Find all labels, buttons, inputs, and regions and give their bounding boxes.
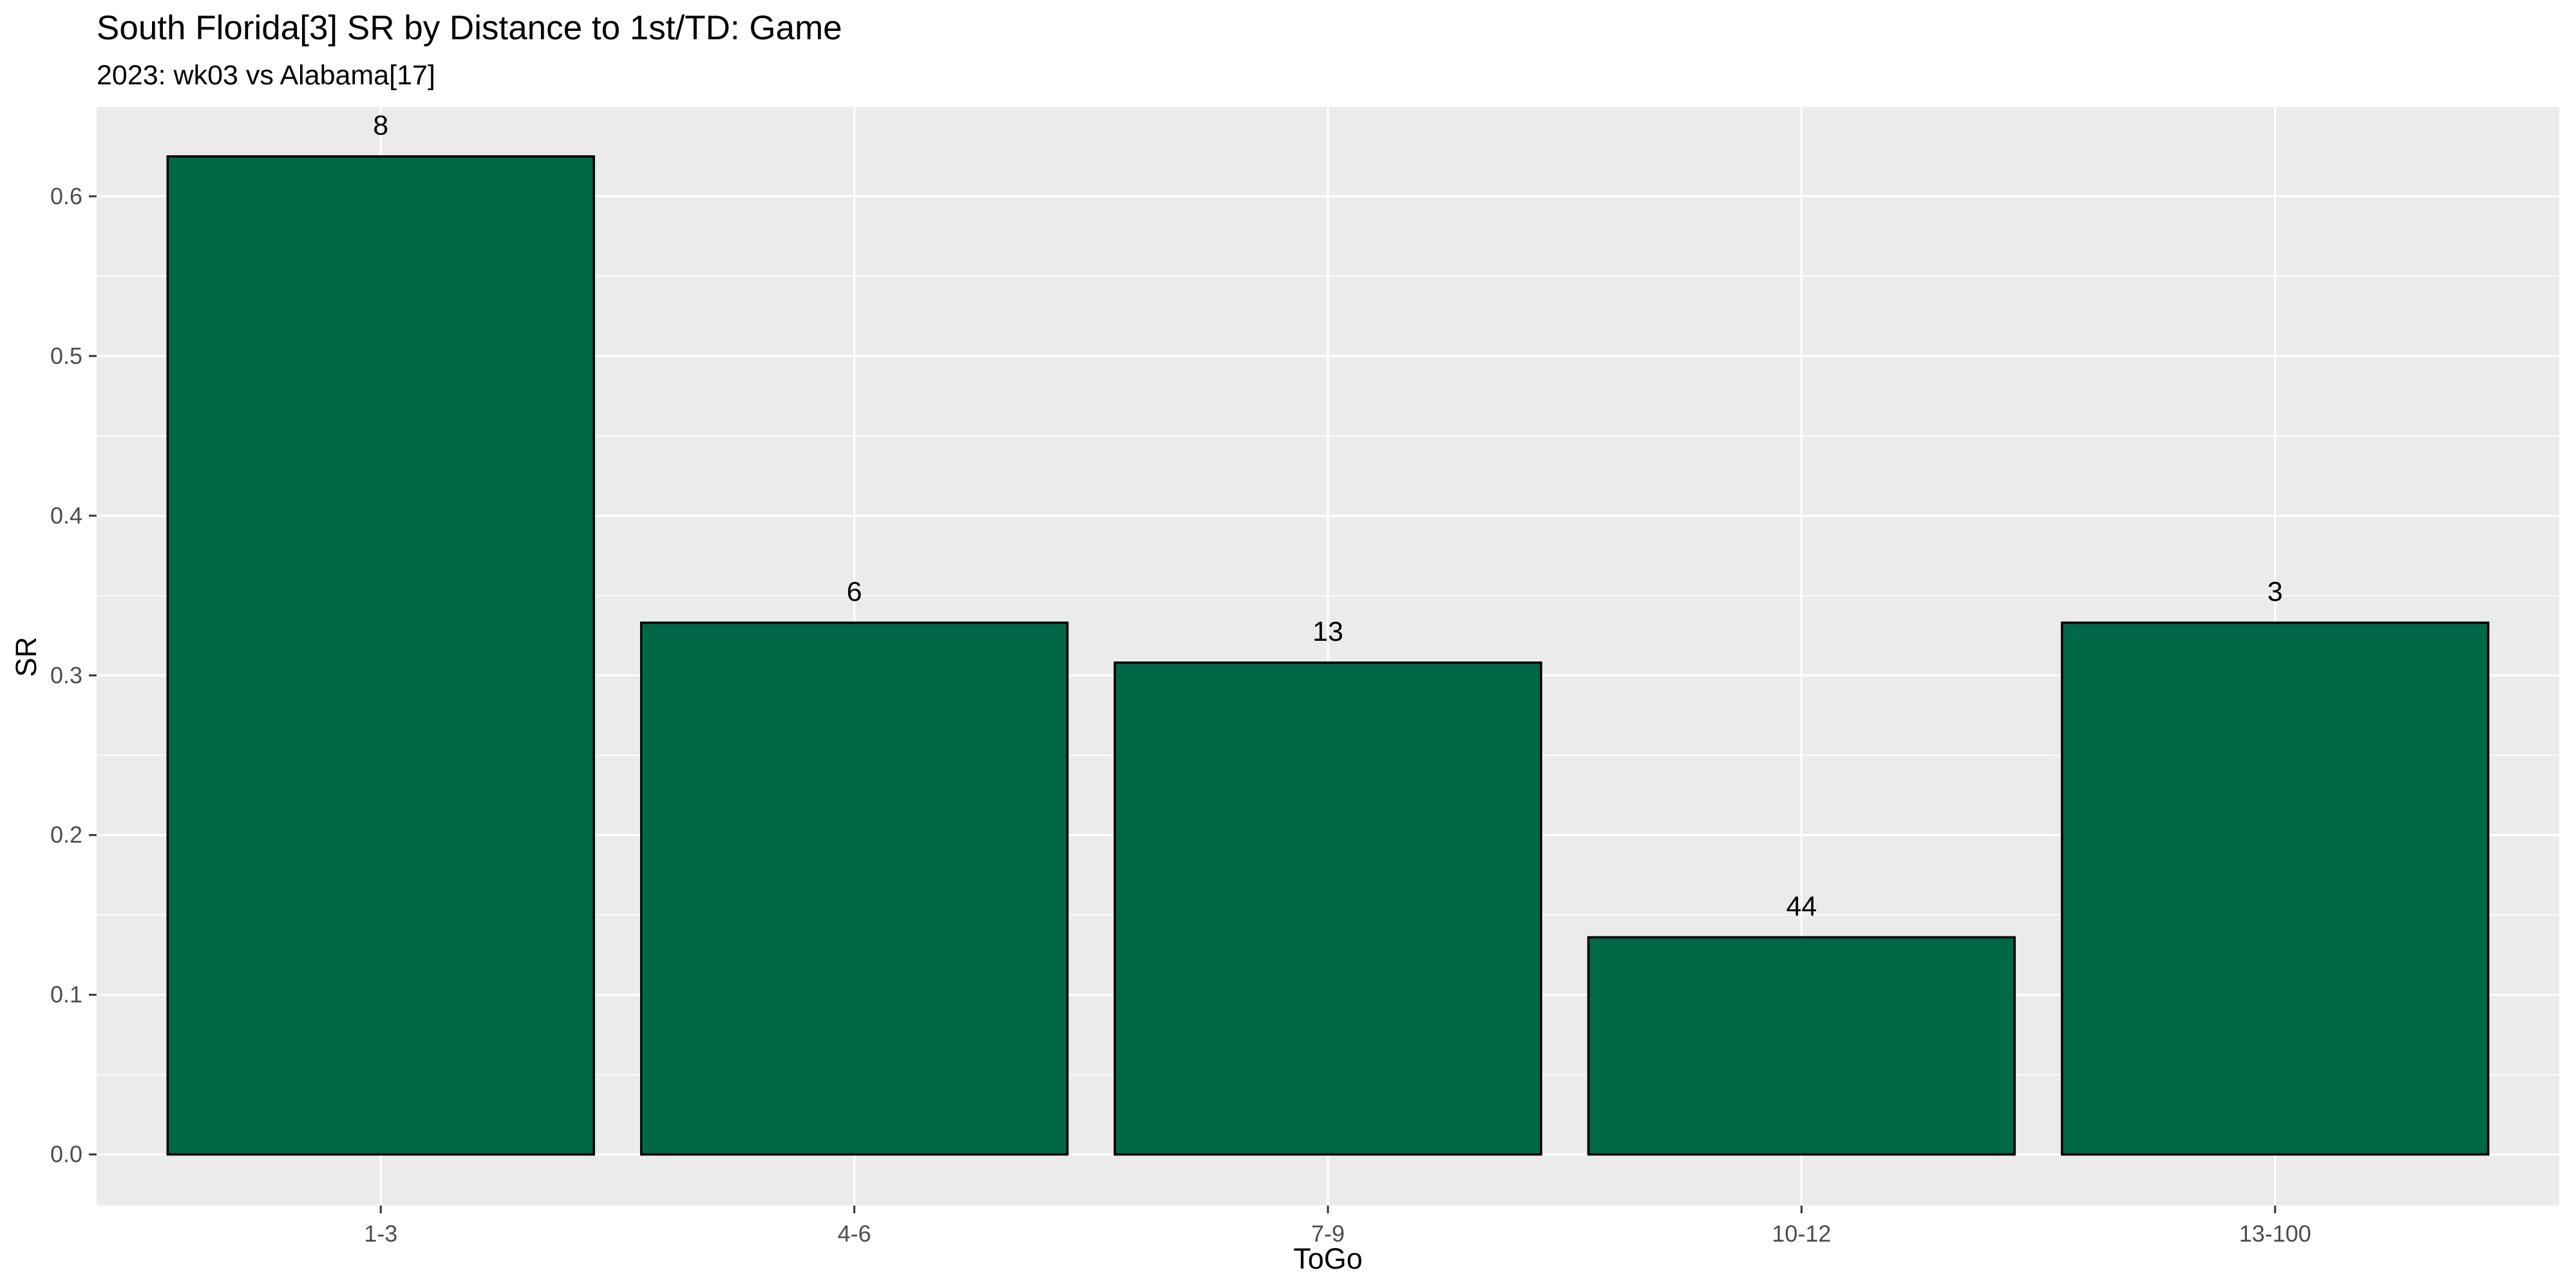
data-label-4-6: 6	[847, 576, 862, 607]
x-tick-label: 13-100	[2239, 1220, 2311, 1247]
y-tick-label: 0.0	[50, 1141, 82, 1168]
bar-13-100	[2061, 621, 2490, 1156]
x-tick-label: 4-6	[838, 1220, 871, 1247]
chart-subtitle: 2023: wk03 vs Alabama[17]	[97, 60, 435, 91]
data-label-13-100: 3	[2268, 576, 2283, 607]
bar-7-9	[1113, 661, 1542, 1156]
data-label-10-12: 44	[1786, 891, 1817, 922]
y-axis: 0.0 0.1 0.2 0.3 0.4 0.5 0.6	[50, 183, 97, 1168]
data-label-7-9: 13	[1312, 616, 1343, 647]
x-tick-label: 7-9	[1311, 1220, 1345, 1247]
y-tick-label: 0.3	[50, 662, 82, 688]
x-axis-title: ToGo	[1293, 1242, 1363, 1275]
x-tick-label: 1-3	[364, 1220, 397, 1247]
y-tick-label: 0.2	[50, 822, 82, 848]
bar-10-12	[1587, 936, 2016, 1156]
bar-4-6	[639, 621, 1069, 1156]
y-axis-title: SR	[10, 637, 43, 677]
y-tick-label: 0.4	[50, 502, 82, 529]
data-label-1-3: 8	[373, 110, 388, 141]
y-tick-label: 0.5	[50, 343, 82, 369]
chart-title: South Florida[3] SR by Distance to 1st/T…	[97, 9, 842, 47]
bar-1-3	[166, 155, 595, 1156]
bars	[166, 155, 2490, 1156]
y-tick-label: 0.6	[50, 183, 82, 209]
x-axis: 1-3 4-6 7-9 10-12 13-100	[364, 1206, 2311, 1247]
x-tick-label: 10-12	[1772, 1220, 1831, 1247]
y-tick-label: 0.1	[50, 981, 82, 1008]
data-labels: 8 6 13 44 3	[373, 110, 2282, 922]
